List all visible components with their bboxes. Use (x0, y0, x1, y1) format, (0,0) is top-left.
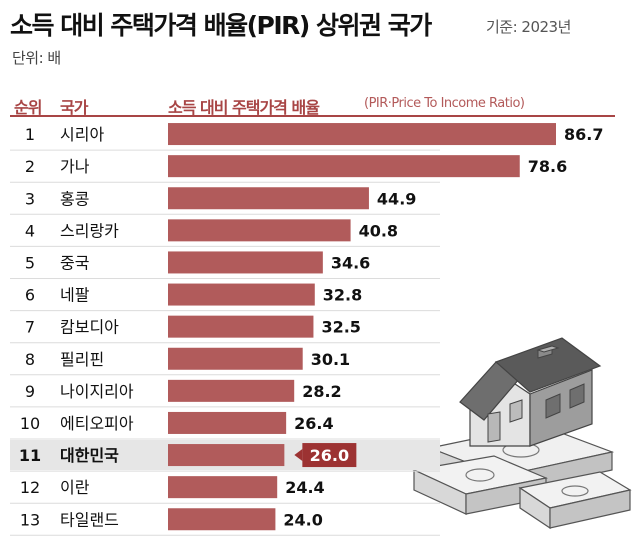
header-country: 국가 (60, 98, 88, 117)
country-label: 중국 (60, 253, 89, 272)
value-label: 26.4 (294, 414, 333, 433)
bar (168, 508, 276, 531)
rank-label: 11 (19, 446, 41, 465)
highlight-pointer (294, 449, 303, 462)
country-label: 타일랜드 (60, 510, 119, 529)
bar (168, 379, 295, 402)
country-label: 나이지리아 (60, 382, 134, 401)
value-label: 24.4 (285, 478, 324, 497)
country-label: 홍콩 (60, 189, 89, 208)
basis-year: 기준: 2023년 (486, 18, 571, 36)
bar (168, 283, 315, 306)
country-label: 스리랑카 (60, 221, 119, 240)
house-icon (459, 337, 602, 447)
rank-label: 5 (25, 253, 35, 272)
bar (168, 155, 520, 178)
bar (168, 411, 287, 434)
rank-label: 10 (20, 414, 40, 433)
chart-title: 소득 대비 주택가격 배율(PIR) 상위권 국가 (10, 11, 432, 40)
value-label: 30.1 (311, 350, 350, 369)
bar (168, 123, 556, 146)
rank-label: 13 (20, 510, 40, 529)
rank-label: 1 (25, 125, 35, 144)
rank-label: 12 (20, 478, 40, 497)
bar (168, 476, 278, 499)
rank-label: 4 (25, 221, 35, 240)
value-label: 44.9 (377, 189, 416, 208)
value-label: 34.6 (331, 253, 370, 272)
country-label: 캄보디아 (60, 318, 119, 337)
value-label: 86.7 (564, 125, 603, 144)
header-rank: 순위 (14, 98, 42, 117)
unit-label: 단위: 배 (12, 49, 61, 67)
country-label: 필리핀 (60, 350, 104, 369)
country-label: 네팔 (60, 286, 90, 305)
bar (168, 347, 303, 370)
money-stack-right (518, 471, 632, 530)
rank-label: 2 (25, 157, 35, 176)
value-label: 28.2 (302, 382, 341, 401)
value-label: 78.6 (528, 157, 567, 176)
bar (168, 444, 285, 467)
country-label: 에티오피아 (60, 414, 134, 433)
house-on-money-stacks-icon (412, 337, 632, 530)
header-metric: 소득 대비 주택가격 배율 (168, 98, 320, 117)
bar (168, 187, 369, 210)
rank-label: 7 (25, 318, 35, 337)
value-label: 40.8 (359, 221, 398, 240)
country-label: 이란 (60, 478, 90, 497)
value-label: 32.8 (323, 286, 362, 305)
value-label: 24.0 (283, 510, 322, 529)
country-label: 시리아 (60, 125, 104, 144)
header-metric-sub: (PIR·Price To Income Ratio) (364, 96, 525, 111)
bar (168, 315, 314, 338)
header-rule (10, 115, 615, 117)
rank-label: 8 (25, 350, 35, 369)
value-label: 32.5 (321, 318, 360, 337)
country-label: 대한민국 (60, 446, 119, 465)
bar (168, 251, 323, 274)
rank-label: 3 (25, 189, 35, 208)
value-label: 26.0 (310, 446, 349, 465)
rank-label: 6 (25, 286, 35, 305)
money-stack-left (412, 455, 549, 515)
highlight-badge (302, 443, 357, 468)
rank-label: 9 (25, 382, 35, 401)
country-label: 가나 (60, 157, 90, 176)
bar (168, 219, 351, 242)
